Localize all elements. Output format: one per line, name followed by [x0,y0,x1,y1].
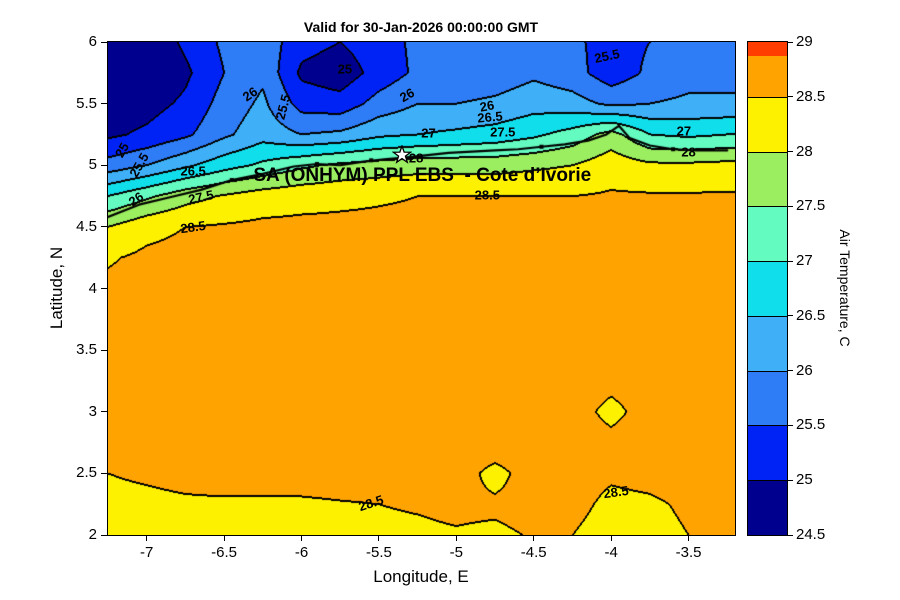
contour-label: 26.5 [180,163,206,179]
x-tick-label: -5 [449,544,463,561]
y-tick-label: 3.5 [76,341,97,359]
x-tick-mark [533,535,535,541]
y-tick-label: 3 [88,402,97,420]
y-tick-mark [101,472,107,474]
colorbar-tick-mark [788,315,793,317]
contour-label: 26 [396,84,417,106]
colorbar-segment [748,315,787,371]
contour-label: 27 [421,125,436,141]
y-tick-label: 2.5 [76,464,97,482]
colorbar-segment [748,480,787,535]
annotation-text: SA (ONHYM) PPL EBS - Cote d’Ivorie [253,165,592,187]
colorbar-tick-mark [788,260,793,262]
contour-label: 28.5 [179,217,207,237]
contour-label: 27.5 [186,187,215,208]
x-tick-mark [378,535,380,541]
colorbar-segment [748,425,787,481]
contour-label: 25.5 [272,93,294,122]
colorbar-tick-label: 26 [796,361,813,379]
colorbar-tick-mark [788,424,793,426]
x-tick-mark [688,535,690,541]
contour-label: 28.5 [474,187,500,203]
plot-area: 25.5 25 26 25.5 26 26 26.5 27 27.5 27 28 25 25.5 26 26… [107,41,736,536]
colorbar-tick-mark [788,534,793,536]
y-axis-label: Latitude, N [47,246,66,330]
contour-labels-layer: 25.5 25 26 25.5 26 26 26.5 27 27.5 27 28 25 25.5 26 26… [108,42,735,535]
y-tick-mark [101,411,107,413]
colorbar-tick-mark [788,96,793,98]
y-tick-label: 5.5 [76,94,97,112]
y-tick-label: 5 [88,156,97,174]
y-tick-mark [101,41,107,43]
y-tick-label: 4.5 [76,217,97,235]
contour-canvas [108,42,735,535]
contour-label: 26.5 [477,108,504,126]
star-marker-icon [392,145,413,165]
y-tick-mark [101,288,107,289]
x-tick-mark [610,535,612,541]
colorbar-over-segment [748,42,787,56]
contour-label: 26 [240,83,261,105]
x-tick-label: -7 [140,544,154,561]
colorbar-tick-label: 28.5 [796,87,826,105]
x-tick-label: -3.5 [675,544,702,561]
y-tick-label: 6 [88,33,97,50]
colorbar-segment [748,56,787,97]
y-tick-mark [101,349,107,351]
x-tick-label: -4 [604,544,618,561]
colorbar-segment [748,96,787,152]
contour-label: 28 [681,144,696,160]
contour-label: 26 [125,188,147,209]
y-tick-label: 4 [88,279,97,297]
x-tick-label: -6.5 [211,544,238,561]
x-axis-label: Longitude, E [373,567,469,586]
plot-title: Valid for 30-Jan-2026 00:00:00 GMT [303,19,539,35]
colorbar-tick-label: 28 [796,142,813,160]
colorbar-tick-label: 25 [796,471,813,489]
y-tick-mark [101,103,107,105]
contour-label: 28.5 [356,491,386,514]
colorbar-label: Air Temperature, C [837,229,853,347]
colorbar-segment [748,370,787,426]
contour-label: 28 [408,150,424,166]
colorbar-tick-label: 27 [796,252,813,270]
colorbar-tick-label: 26.5 [796,306,826,324]
x-tick-label: -4.5 [520,544,547,561]
x-tick-mark [301,535,303,541]
contour-label: 25 [111,140,133,161]
x-tick-mark [223,535,225,541]
contour-label: 25.5 [126,150,152,180]
contour-label: 25 [337,61,353,77]
colorbar-segment [748,151,787,207]
colorbar-tick-label: 27.5 [796,197,826,215]
colorbar-segment [748,206,787,262]
contour-label: 27.5 [490,124,516,140]
colorbar-segment [748,261,787,316]
colorbar-tick-mark [788,151,793,153]
contour-label: 27 [676,123,692,139]
x-tick-mark [455,535,457,541]
colorbar [747,41,788,536]
contour-label: 28.5 [602,482,630,502]
colorbar-tick-label: 29 [796,33,813,50]
colorbar-tick-label: 25.5 [796,416,826,434]
contour-label: 25.5 [592,45,621,66]
x-tick-label: -6 [294,544,309,561]
y-tick-label: 2 [88,526,97,543]
x-tick-mark [146,535,148,541]
x-tick-label: -5.5 [365,544,392,561]
colorbar-tick-mark [788,479,793,481]
colorbar-tick-mark [788,370,793,372]
colorbar-tick-mark [788,41,793,43]
y-tick-mark [101,534,107,536]
y-tick-mark [101,164,107,166]
colorbar-tick-mark [788,205,793,207]
y-tick-mark [101,226,107,228]
colorbar-tick-label: 24.5 [796,526,826,543]
